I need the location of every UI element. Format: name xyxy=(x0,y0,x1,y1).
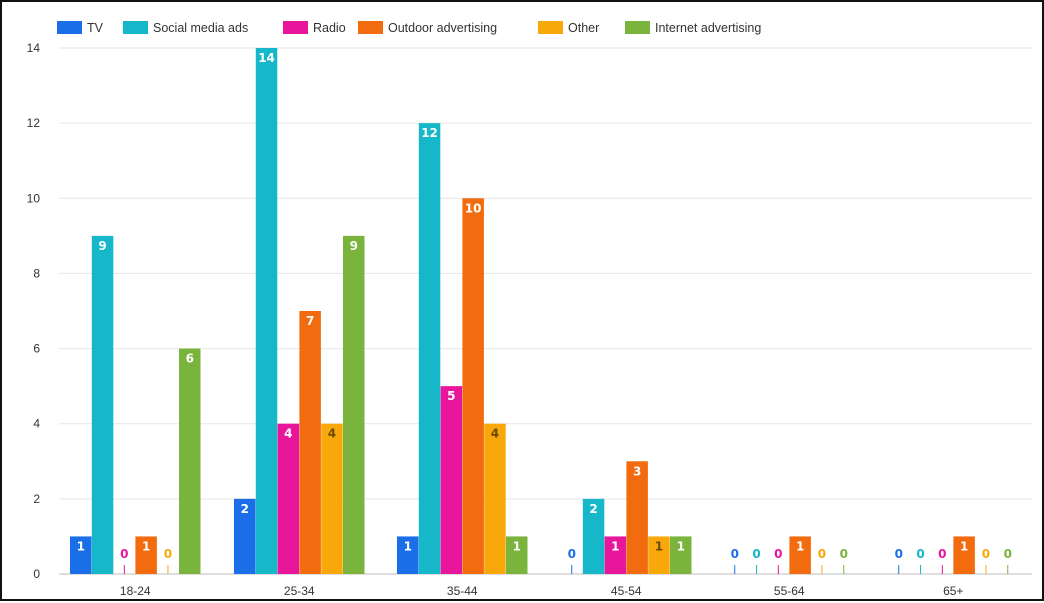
bar xyxy=(626,461,648,574)
data-label: 1 xyxy=(677,539,685,553)
data-label: 1 xyxy=(77,539,85,553)
x-tick-label: 25-34 xyxy=(284,584,315,598)
y-axis: 0 2 4 6 8 10 12 14 xyxy=(27,41,41,581)
x-tick-label: 65+ xyxy=(943,584,963,598)
legend-label: Social media ads xyxy=(153,21,248,35)
bar xyxy=(397,536,419,574)
data-label: 9 xyxy=(98,239,106,253)
y-tick-label: 8 xyxy=(33,266,40,280)
bar xyxy=(179,348,201,574)
data-label: 4 xyxy=(328,427,336,441)
bar xyxy=(343,235,365,574)
data-label: 3 xyxy=(633,464,641,478)
bars xyxy=(70,48,1009,575)
data-label: 4 xyxy=(284,427,292,441)
bar xyxy=(277,423,300,574)
gridlines xyxy=(59,47,1032,575)
bar xyxy=(462,198,484,575)
data-label: 0 xyxy=(120,547,128,561)
data-label: 2 xyxy=(589,502,597,516)
legend-swatch xyxy=(283,21,308,34)
bar xyxy=(135,536,157,574)
legend-swatch xyxy=(57,21,82,34)
legend-swatch xyxy=(358,21,383,34)
x-tick-label: 35-44 xyxy=(447,584,478,598)
data-label: 9 xyxy=(350,239,358,253)
data-label: 0 xyxy=(164,547,172,561)
data-label: 1 xyxy=(960,539,968,553)
data-label: 0 xyxy=(938,547,946,561)
bar xyxy=(789,536,811,574)
data-label: 0 xyxy=(568,547,576,561)
legend-swatch xyxy=(123,21,148,34)
bar xyxy=(648,536,670,574)
bar xyxy=(604,536,627,574)
y-tick-label: 6 xyxy=(33,342,40,356)
data-label: 0 xyxy=(1004,547,1012,561)
bar xyxy=(299,311,321,574)
y-tick-label: 4 xyxy=(33,417,40,431)
data-label: 0 xyxy=(840,547,848,561)
legend: TV Social media ads Radio Outdoor advertisi… xyxy=(57,21,761,35)
x-axis: 18-24 25-34 35-44 45-54 55-64 65+ xyxy=(120,584,964,598)
legend-label: Radio xyxy=(313,21,346,35)
data-label: 0 xyxy=(731,547,739,561)
bar xyxy=(70,536,92,574)
bar xyxy=(321,423,343,574)
data-label: 0 xyxy=(818,547,826,561)
data-label: 1 xyxy=(142,539,150,553)
x-tick-label: 45-54 xyxy=(611,584,642,598)
data-label: 1 xyxy=(655,539,663,553)
data-label: 1 xyxy=(513,539,521,553)
data-label: 0 xyxy=(982,547,990,561)
data-label: 6 xyxy=(186,352,194,366)
x-tick-label: 55-64 xyxy=(774,584,805,598)
data-label: 4 xyxy=(491,427,499,441)
data-label: 5 xyxy=(447,389,455,403)
legend-swatch xyxy=(625,21,650,34)
data-label: 10 xyxy=(465,201,482,215)
bar xyxy=(418,123,441,575)
bar xyxy=(234,498,256,574)
y-tick-label: 14 xyxy=(27,41,41,55)
y-tick-label: 12 xyxy=(27,116,41,130)
data-label: 12 xyxy=(421,126,438,140)
bar xyxy=(582,498,605,574)
data-label: 7 xyxy=(306,314,314,328)
bar xyxy=(670,536,692,574)
bar xyxy=(440,386,463,574)
data-label: 14 xyxy=(258,51,275,65)
x-tick-label: 18-24 xyxy=(120,584,151,598)
y-tick-label: 10 xyxy=(27,191,41,205)
bar xyxy=(953,536,975,574)
bar xyxy=(484,423,506,574)
data-label: 1 xyxy=(611,539,619,553)
data-label: 0 xyxy=(916,547,924,561)
data-label: 0 xyxy=(774,547,782,561)
data-label: 0 xyxy=(752,547,760,561)
bar xyxy=(91,235,114,574)
legend-label: Internet advertising xyxy=(655,21,761,35)
bar xyxy=(255,48,278,574)
data-label: 1 xyxy=(404,539,412,553)
y-tick-label: 0 xyxy=(33,567,40,581)
legend-swatch xyxy=(538,21,563,34)
legend-label: Outdoor advertising xyxy=(388,21,497,35)
bar xyxy=(506,536,528,574)
data-label: 2 xyxy=(241,502,249,516)
y-tick-label: 2 xyxy=(33,492,40,506)
legend-label: TV xyxy=(87,21,104,35)
data-label: 0 xyxy=(895,547,903,561)
legend-label: Other xyxy=(568,21,599,35)
data-label: 1 xyxy=(796,539,804,553)
